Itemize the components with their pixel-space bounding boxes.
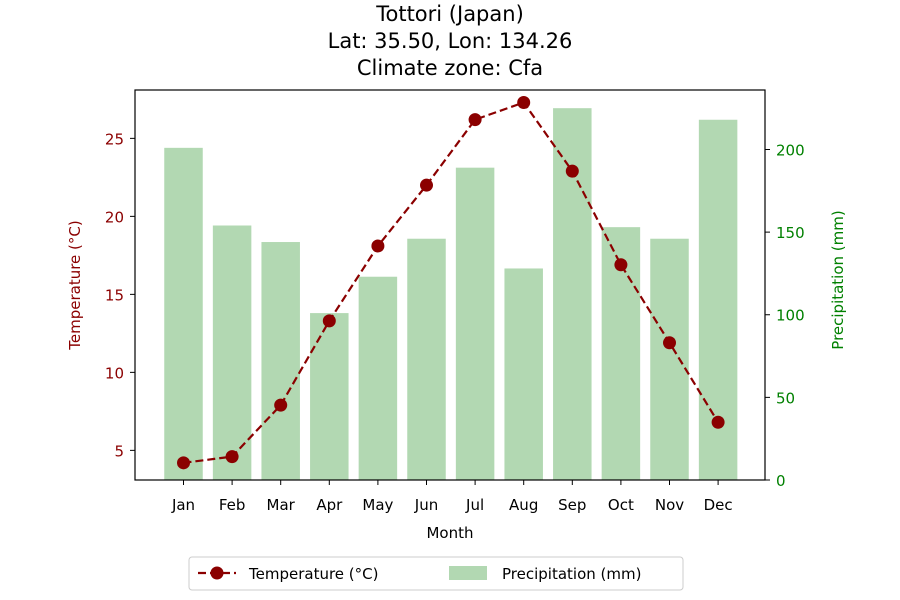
- legend-temperature-marker: [210, 566, 224, 580]
- x-tick-label: Nov: [655, 496, 684, 514]
- precipitation-bar: [504, 268, 543, 480]
- temperature-point: [711, 415, 725, 429]
- temperature-point: [177, 456, 190, 470]
- temperature-point: [517, 95, 531, 109]
- x-tick-label: Dec: [704, 496, 733, 514]
- x-tick-label: Jan: [171, 496, 195, 514]
- temperature-point: [663, 336, 676, 350]
- title-line: Climate zone: Cfa: [357, 56, 543, 80]
- x-tick-label: May: [362, 496, 393, 514]
- temperature-point: [225, 450, 239, 464]
- legend: Temperature (°C) Precipitation (mm): [188, 556, 684, 591]
- legend-box: [188, 556, 684, 591]
- precipitation-bar: [358, 276, 398, 480]
- title-line: Lat: 35.50, Lon: 134.26: [328, 29, 573, 53]
- y-right-tick-label: 50: [776, 389, 795, 407]
- temperature-point: [614, 258, 628, 272]
- y-right-tick-label: 200: [776, 141, 805, 159]
- legend-precipitation-swatch: [449, 566, 487, 580]
- y-left-tick-label: 15: [105, 286, 124, 304]
- temperature-point: [371, 239, 385, 253]
- precipitation-bar: [455, 167, 495, 480]
- temperature-point: [468, 113, 482, 127]
- precipitation-bar: [261, 242, 300, 480]
- temperature-line-path: [183, 101, 720, 464]
- title-line: Tottori (Japan): [375, 2, 524, 26]
- x-tick-label: Oct: [608, 496, 634, 514]
- temperature-point: [420, 178, 433, 192]
- y-right-tick-label: 100: [776, 307, 805, 325]
- temperature-point: [322, 314, 336, 328]
- x-tick-label: Apr: [316, 496, 343, 514]
- y-axis-left: 5 10 15 20 25: [105, 130, 135, 460]
- plot-frame: [134, 89, 766, 481]
- y-left-tick-label: 25: [105, 130, 124, 148]
- x-tick-label: Mar: [267, 496, 296, 514]
- precipitation-bar: [212, 225, 252, 480]
- temperature-point: [274, 398, 288, 412]
- y-left-tick-label: 20: [105, 208, 124, 226]
- precipitation-bar: [164, 147, 203, 480]
- x-tick-label: Aug: [509, 496, 538, 514]
- y-left-tick-label: 10: [105, 364, 124, 382]
- temperature-line: [177, 95, 725, 470]
- x-tick-label: Feb: [219, 496, 246, 514]
- legend-precipitation-label: Precipitation (mm): [502, 565, 641, 583]
- y-left-tick-label: 5: [114, 442, 124, 460]
- x-tick-label: Jun: [414, 496, 438, 514]
- y-axis-left-label: Temperature (°C): [66, 220, 84, 350]
- y-right-tick-label: 150: [776, 224, 805, 242]
- temperature-point: [565, 164, 579, 178]
- x-axis-label: Month: [426, 524, 473, 542]
- legend-temperature-label: Temperature (°C): [248, 565, 378, 583]
- x-tick-label: Jul: [465, 496, 484, 514]
- x-tick-label: Sep: [558, 496, 586, 514]
- y-axis-right: 0 50 100 150 200: [765, 141, 805, 490]
- precipitation-bar: [553, 108, 592, 480]
- y-right-tick-label: 0: [776, 472, 786, 490]
- y-axis-right-label: Precipitation (mm): [829, 210, 847, 349]
- x-axis: Jan Feb Mar Apr May Jun Jul Aug Sep Oct Nov Dec: [171, 480, 733, 514]
- precipitation-bar: [310, 313, 349, 480]
- chart-title: Tottori (Japan) Lat: 35.50, Lon: 134.26 Cl…: [328, 2, 573, 80]
- precipitation-bar: [650, 238, 689, 480]
- precipitation-bars: [164, 108, 738, 481]
- precipitation-bar: [407, 238, 446, 480]
